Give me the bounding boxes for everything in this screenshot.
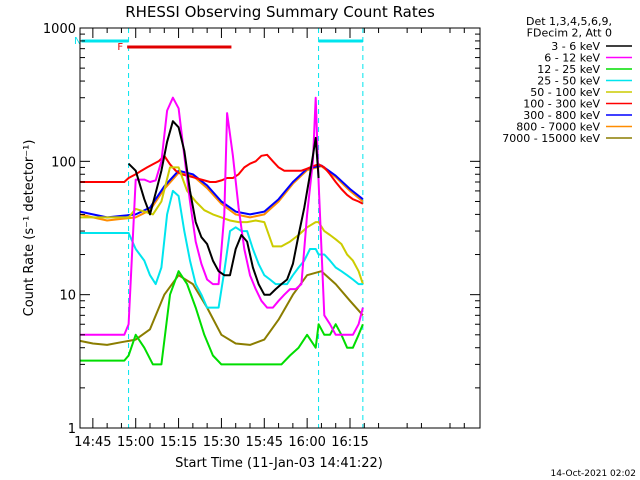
- flag-label: N: [74, 36, 81, 47]
- series-layer: [79, 96, 364, 366]
- x-tick-label: 15:30: [203, 435, 240, 450]
- legend-entry-label: 300 - 800 keV: [523, 109, 600, 122]
- legend-entry-label: 25 - 50 keV: [537, 75, 600, 88]
- night-lines-layer: [128, 28, 364, 428]
- x-tick-label: 14:45: [74, 435, 111, 450]
- chart-title: RHESSI Observing Summary Count Rates: [125, 3, 435, 21]
- y-tick-label: 1: [68, 422, 76, 437]
- legend-entry-label: 7000 - 15000 keV: [502, 132, 600, 145]
- x-tick-label: 15:00: [117, 435, 154, 450]
- y-tick-label: 10: [59, 289, 76, 304]
- legend-entry-label: 800 - 7000 keV: [516, 121, 600, 134]
- footer-timestamp: 14-Oct-2021 02:02: [551, 469, 636, 479]
- legend-entry-label: 50 - 100 keV: [530, 86, 600, 99]
- legend-entry-label: 100 - 300 keV: [523, 98, 600, 111]
- legend-header-line: Det 1,3,4,5,6,9,: [526, 15, 612, 28]
- flags-layer: NF: [74, 36, 363, 53]
- series-line-100-300-kev: [80, 153, 364, 205]
- x-tick-label: 15:15: [160, 435, 197, 450]
- legend-entry-label: 12 - 25 keV: [537, 63, 600, 76]
- y-axis-label: Count Rate (s⁻¹ detector⁻¹): [22, 140, 37, 317]
- series-line-7000-15000-kev: [79, 270, 364, 346]
- axes-layer: 14:45 15:00 15:15 15:30 15:45 16:00 16:15 1 10 10…: [43, 22, 480, 450]
- legend-entry-label: 6 - 12 keV: [544, 52, 600, 65]
- legend: Det 1,3,4,5,6,9,FDecim 2, Att 03 - 6 keV…: [502, 15, 632, 145]
- series-line-25-50-kev: [80, 189, 363, 309]
- series-line-50-100-kev: [80, 166, 364, 285]
- plot-frame: [79, 27, 481, 429]
- flag-label: F: [117, 42, 123, 53]
- series-line-300-800-kev: [79, 164, 364, 219]
- legend-header-line: FDecim 2, Att 0: [527, 27, 612, 40]
- series-line-3-6-kev: [127, 120, 320, 296]
- x-tick-label: 16:15: [331, 435, 368, 450]
- x-tick-label: 15:45: [246, 435, 283, 450]
- legend-entry-label: 3 - 6 keV: [551, 40, 600, 53]
- y-tick-label: 1000: [43, 22, 76, 37]
- y-tick-label: 100: [51, 155, 76, 170]
- x-axis-label: Start Time (11-Jan-03 14:41:22): [175, 456, 383, 471]
- x-tick-label: 16:00: [288, 435, 325, 450]
- series-line-6-12-kev: [80, 96, 364, 336]
